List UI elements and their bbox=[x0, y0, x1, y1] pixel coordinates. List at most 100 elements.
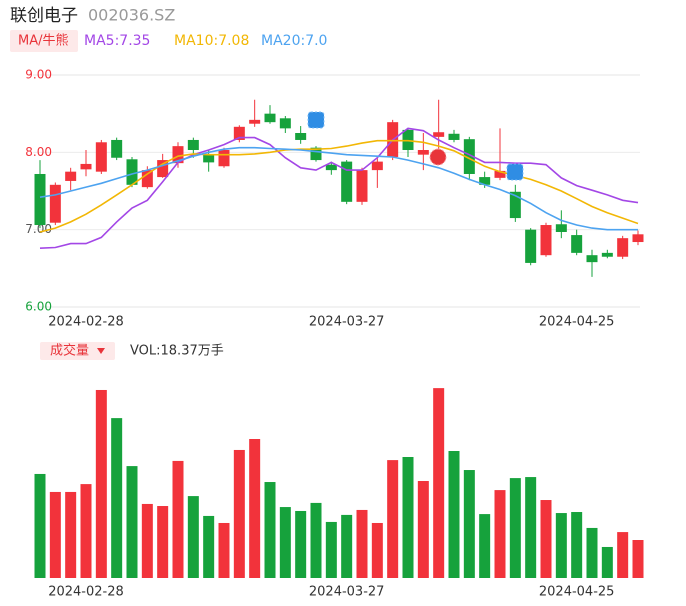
x-tick-label: 2024-03-27 bbox=[309, 315, 385, 330]
volume-bar bbox=[555, 513, 567, 578]
indicator-button[interactable] bbox=[10, 30, 78, 52]
candle-body bbox=[617, 238, 629, 257]
y-tick-label: 8.00 bbox=[25, 145, 52, 159]
candle-body bbox=[601, 252, 613, 257]
candle-body bbox=[341, 161, 353, 202]
volume-bar bbox=[494, 490, 506, 578]
volume-bar bbox=[341, 514, 353, 578]
volume-bar bbox=[264, 482, 276, 578]
stock-code: 002036.SZ bbox=[88, 6, 175, 25]
x-tick-label: 2024-02-28 bbox=[48, 585, 124, 600]
candle-body bbox=[203, 154, 215, 163]
volume-bar bbox=[111, 418, 123, 578]
candle-body bbox=[295, 133, 307, 140]
candle-body bbox=[479, 177, 491, 185]
volume-bar bbox=[310, 502, 322, 578]
legend-entry: MA20:7.0 bbox=[261, 33, 327, 49]
event-icon[interactable] bbox=[506, 163, 524, 181]
candle-body bbox=[509, 191, 521, 219]
volume-bar bbox=[571, 512, 583, 578]
candle-body bbox=[279, 118, 291, 129]
candle-body bbox=[49, 184, 61, 223]
volume-bar bbox=[141, 503, 153, 578]
ma-line bbox=[39, 127, 639, 249]
volume-bar bbox=[371, 522, 383, 578]
candle-body bbox=[632, 234, 644, 243]
x-tick-label: 2024-04-25 bbox=[539, 315, 615, 330]
volume-bar bbox=[249, 439, 261, 578]
event-icon[interactable] bbox=[429, 148, 447, 166]
candle-body bbox=[80, 163, 92, 170]
volume-bar bbox=[586, 527, 598, 578]
volume-bar bbox=[617, 532, 629, 578]
volume-bar bbox=[172, 460, 184, 578]
volume-bar bbox=[525, 477, 537, 578]
candle-body bbox=[448, 133, 460, 140]
legend-entry: MA10:7.08 bbox=[174, 33, 249, 49]
volume-bar bbox=[187, 496, 199, 578]
volume-bar bbox=[632, 540, 644, 578]
x-tick-label: 2024-03-27 bbox=[309, 585, 385, 600]
candle-body bbox=[571, 235, 583, 253]
dropdown-arrow[interactable] bbox=[97, 348, 105, 354]
candle-body bbox=[187, 139, 199, 151]
candle-body bbox=[540, 225, 552, 256]
candle-body bbox=[65, 171, 77, 181]
candle-body bbox=[371, 161, 383, 171]
x-tick-label: 2024-02-28 bbox=[48, 315, 124, 330]
volume-bar bbox=[356, 509, 368, 578]
volume-bar bbox=[463, 470, 475, 578]
volume-indicator-label[interactable]: 成交量 bbox=[50, 343, 89, 359]
y-tick-label: 9.00 bbox=[25, 68, 52, 82]
candle-body bbox=[111, 139, 123, 158]
volume-bar bbox=[417, 480, 429, 578]
volume-bar bbox=[279, 507, 291, 578]
candle-body bbox=[325, 164, 337, 171]
ma-line bbox=[39, 146, 638, 231]
candle-body bbox=[417, 150, 429, 155]
x-tick-label: 2024-04-25 bbox=[539, 585, 615, 600]
event-icon[interactable] bbox=[307, 111, 325, 129]
candle-body bbox=[525, 229, 537, 263]
volume-bar bbox=[509, 478, 521, 578]
candle-body bbox=[264, 113, 276, 123]
volume-bar bbox=[34, 473, 46, 578]
volume-bar bbox=[479, 514, 491, 578]
volume-bar bbox=[402, 456, 414, 578]
candle-body bbox=[356, 170, 368, 202]
candle-body bbox=[126, 159, 138, 185]
ma-line bbox=[39, 139, 639, 233]
volume-button[interactable] bbox=[40, 342, 115, 360]
candle-body bbox=[141, 170, 153, 188]
candle-body bbox=[172, 146, 184, 164]
volume-bar bbox=[95, 389, 107, 578]
candle-body bbox=[494, 170, 506, 178]
y-tick-label: 7.00 bbox=[25, 222, 52, 236]
stock-name: 联创电子 bbox=[10, 6, 78, 26]
volume-bar bbox=[49, 491, 61, 578]
volume-bar bbox=[325, 521, 337, 578]
volume-bar bbox=[448, 450, 460, 578]
indicator-label[interactable]: MA/牛熊 bbox=[18, 33, 69, 49]
volume-bar bbox=[387, 460, 399, 578]
legend-entry: MA5:7.35 bbox=[84, 33, 150, 49]
volume-bar bbox=[601, 546, 613, 578]
volume-legend: VOL:18.37万手 bbox=[130, 344, 224, 359]
candle-body bbox=[463, 139, 475, 174]
candle-body bbox=[555, 224, 567, 232]
volume-bar bbox=[80, 484, 92, 578]
volume-bar bbox=[65, 491, 77, 578]
volume-bar bbox=[433, 388, 445, 578]
volume-bar bbox=[233, 449, 245, 578]
candle-body bbox=[233, 126, 245, 140]
candle-body bbox=[433, 132, 445, 137]
candle-body bbox=[218, 150, 230, 167]
candle-body bbox=[95, 142, 107, 172]
volume-bar bbox=[540, 500, 552, 578]
y-tick-label: 6.00 bbox=[25, 300, 52, 314]
event-icons bbox=[307, 111, 524, 181]
candle-body bbox=[586, 255, 598, 263]
candle-body bbox=[157, 160, 169, 178]
candle-body bbox=[34, 173, 46, 226]
